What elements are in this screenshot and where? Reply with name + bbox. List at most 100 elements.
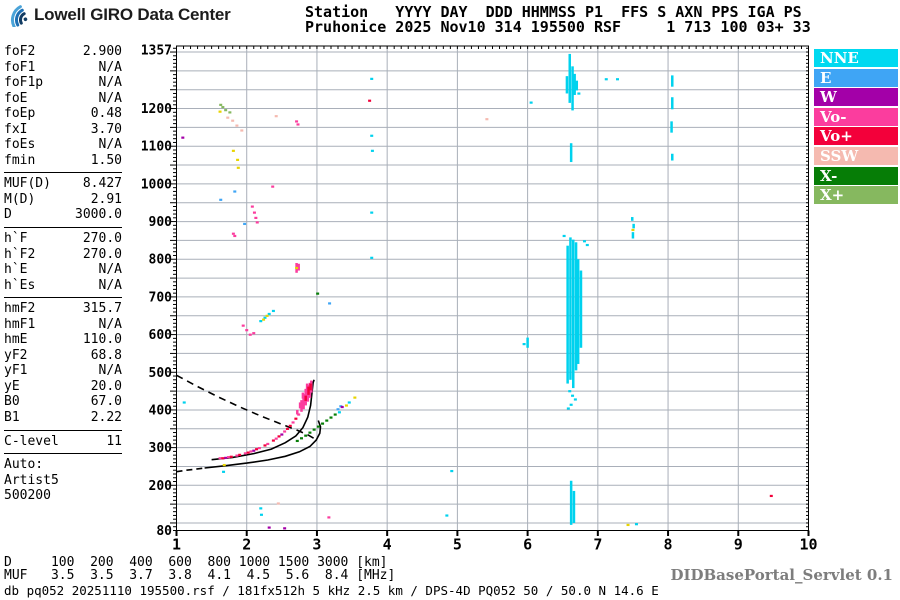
series-W [181,136,344,530]
svg-text:7: 7 [593,536,602,554]
parameter-value: N/A [98,262,122,278]
svg-text:900: 900 [149,215,173,230]
parameter-value: N/A [98,316,122,332]
parameter-row: D 3000.0 [4,207,122,223]
giro-wave-logo-icon [11,5,28,27]
parameter-row: Auto: [4,457,122,473]
legend-item-E: E [814,68,898,87]
measurement-status-line: db pq052 20251110 195500.rsf / 181fx512h… [4,583,659,598]
parameter-value: N/A [98,363,122,379]
parameter-row: yE 20.0 [4,379,122,395]
y-axis-labels: 1357 1200 1100 1000 900 800 700 600 500 400 300 200… [141,44,172,540]
svg-text:700: 700 [149,290,173,305]
parameter-value: 1.50 [90,152,122,168]
parameter-label: yF1 [4,363,28,379]
parameter-row: hmE 110.0 [4,332,122,348]
parameter-label: D [4,207,12,223]
parameter-row: 500200 [4,488,122,504]
legend-item-Vo+: Vo+ [814,127,898,146]
parameter-value: 2.900 [82,44,122,59]
legend-item-NNE: NNE [814,49,898,67]
svg-text:1: 1 [172,536,181,554]
parameter-row: foEp 0.48 [4,106,122,122]
series-Vo+ [221,99,773,498]
parameter-row: foEs N/A [4,137,122,153]
muf-values-row: MUF 3.5 3.5 3.7 3.8 4.1 4.5 5.6 8.4 [MHz… [4,568,396,583]
parameter-row: Artist5 [4,473,122,489]
svg-text:800: 800 [149,253,173,268]
parameter-row: C-level 11 [4,434,122,450]
panel-divider [4,227,122,229]
page-title: Lowell GIRO Data Center [34,5,231,24]
topside-model-curve-dashed [176,374,316,440]
parameter-row: foE N/A [4,91,122,107]
plot-grid [176,46,809,531]
parameter-value: N/A [98,277,122,293]
parameter-row: hmF1 N/A [4,317,122,333]
svg-text:500: 500 [149,366,173,381]
parameter-value: 8.427 [82,176,122,192]
legend-item-SSW: SSW [814,146,898,165]
series-X+ [219,103,232,114]
parameter-row: hmF2 315.7 [4,301,122,317]
station-header: Station YYYY DAY DDD HHMMSS P1 FFS S AXN… [305,5,811,36]
parameter-row: h`Es N/A [4,278,122,294]
parameter-value: N/A [98,137,122,153]
parameter-label: hmF1 [4,316,36,332]
svg-text:1200: 1200 [141,102,172,117]
legend-item-W: W [814,88,898,107]
parameter-row: foF2 2.900 [4,44,122,60]
parameter-value: 0.48 [90,106,122,122]
parameter-value: 2.91 [90,191,122,207]
svg-text:1357: 1357 [141,44,172,59]
parameter-row: yF2 68.8 [4,348,122,364]
legend-item-Vo-: Vo- [814,107,898,126]
parameter-label: fmin [4,152,36,168]
parameter-row: fxI 3.70 [4,122,122,138]
parameter-value: 11 [106,433,122,449]
svg-text:80: 80 [156,524,172,539]
parameter-label: B0 [4,394,20,410]
parameter-label: C-level [4,433,59,449]
panel-divider [4,172,122,174]
parameter-label: foF1 [4,59,36,75]
parameter-row: h`F2 270.0 [4,247,122,263]
svg-text:2: 2 [242,536,251,554]
parameter-value: 270.0 [82,246,122,262]
parameter-value: 3.70 [90,121,122,137]
parameter-label: fxI [4,121,28,137]
parameter-label: MUF(D) [4,176,51,192]
svg-text:600: 600 [149,328,173,343]
parameter-value: N/A [98,75,122,91]
svg-text:8: 8 [664,536,673,554]
parameter-row: B1 2.22 [4,410,122,426]
parameter-row: M(D) 2.91 [4,192,122,208]
parameter-label: foEp [4,106,36,122]
parameter-row: fmin 1.50 [4,153,122,169]
parameter-row: yF1 N/A [4,363,122,379]
parameter-row: foF1p N/A [4,75,122,91]
panel-divider [4,453,122,455]
series-NNE [182,53,674,526]
svg-text:1100: 1100 [141,140,172,155]
parameter-label: foF1p [4,75,44,91]
svg-text:9: 9 [734,536,743,554]
below-fmin-curve-dashed [176,467,205,473]
parameter-label: h`F [4,231,28,247]
profile-curves [176,374,322,473]
series-SSW [226,115,489,505]
parameter-label: Auto: [4,457,44,473]
svg-text:4: 4 [383,536,392,554]
parameter-label: yF2 [4,347,28,363]
svg-text:1000: 1000 [141,177,172,192]
parameter-row: foF1 N/A [4,60,122,76]
parameter-label: foF2 [4,44,36,59]
station-header-row2: Pruhonice 2025 Nov10 314 195500 RSF 1 71… [305,17,811,36]
series-X- [295,292,337,443]
parameter-label: yE [4,378,20,394]
svg-text:3: 3 [312,536,321,554]
svg-text:5: 5 [453,536,462,554]
parameter-label: 500200 [4,488,51,504]
parameter-label: hmF2 [4,301,36,317]
parameter-row: B0 67.0 [4,394,122,410]
